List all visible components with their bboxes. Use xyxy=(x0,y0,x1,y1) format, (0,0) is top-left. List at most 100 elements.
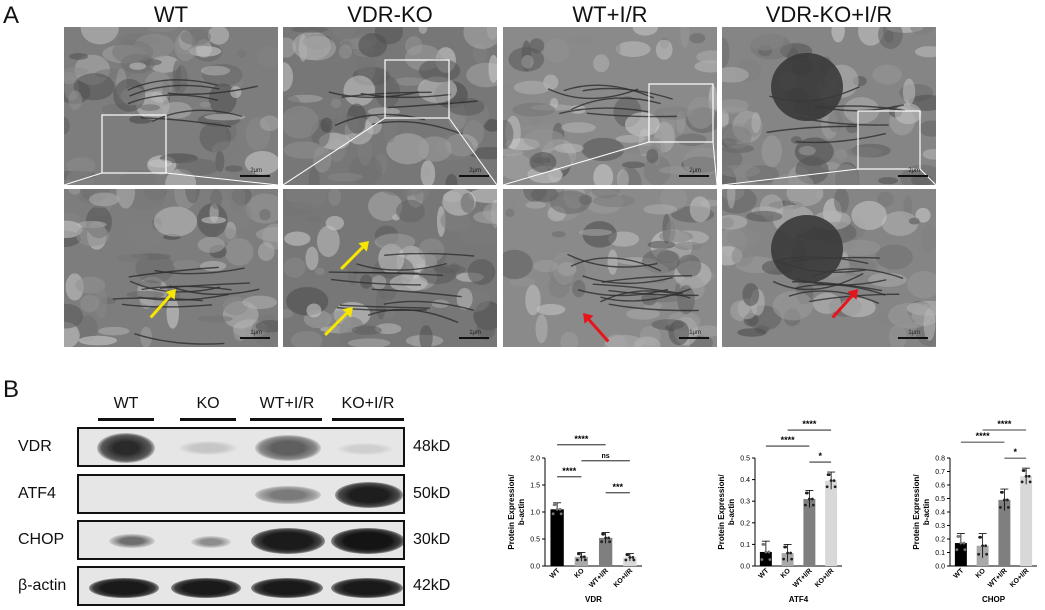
scale-bar xyxy=(240,175,270,177)
scale-bar-label: 1μm xyxy=(469,330,481,336)
x-tick-label: KO+I/R xyxy=(613,567,635,589)
em-micrograph: 1μm xyxy=(283,189,497,347)
data-point xyxy=(985,552,989,556)
em-title-vdr-ko: VDR-KO xyxy=(347,2,433,27)
bar xyxy=(1020,476,1033,566)
protein-label-chop: CHOP xyxy=(18,531,65,548)
significance-label: **** xyxy=(802,419,817,429)
y-tick-label: 0.2 xyxy=(935,537,945,544)
bar xyxy=(550,509,564,566)
significance-label: *** xyxy=(612,482,623,492)
data-point xyxy=(955,548,959,552)
y-tick-label: 1.5 xyxy=(530,483,540,490)
data-point xyxy=(810,497,814,501)
data-point xyxy=(761,543,765,546)
yellow-arrow-icon xyxy=(340,241,369,270)
y-tick-label: 0.5 xyxy=(530,537,540,544)
protein-label-vdr: VDR xyxy=(18,438,52,455)
size-label-chop: 30kD xyxy=(413,531,451,548)
data-point xyxy=(963,548,967,552)
data-point xyxy=(604,536,608,540)
data-point xyxy=(760,558,764,561)
data-point xyxy=(632,558,636,562)
chart-chop: 0.0 0.1 0.2 0.3 0.4 0.5 0.6 0.7 0.8 Protein Expre… xyxy=(912,419,1037,604)
red-arrow-icon xyxy=(831,289,858,319)
y-tick-label: 0.4 xyxy=(740,477,750,484)
scale-bar xyxy=(240,337,270,339)
band xyxy=(179,441,237,455)
significance-label: **** xyxy=(997,419,1012,429)
data-point xyxy=(600,540,604,544)
data-point xyxy=(786,551,790,555)
chart-vdr: 0.0 0.5 1.0 1.5 2.0 Protein Expression/b-acti… xyxy=(507,434,642,604)
band xyxy=(251,528,325,554)
y-tick-label: 0.8 xyxy=(935,456,945,463)
y-tick-label: 0.0 xyxy=(740,564,750,571)
blot-row-chop xyxy=(77,520,405,560)
data-point xyxy=(807,497,811,501)
yellow-arrow-icon xyxy=(149,289,176,319)
bar xyxy=(623,557,637,566)
data-point xyxy=(768,558,772,561)
data-point xyxy=(962,541,966,545)
x-tick-label: WT xyxy=(953,567,966,580)
significance-label: * xyxy=(818,451,822,461)
lane-label-ko-ir: KO+I/R xyxy=(341,395,395,412)
em-micrograph: 1μm xyxy=(64,189,278,347)
blot-row-b-actin xyxy=(77,566,405,606)
y-tick-label: 0.0 xyxy=(935,564,945,571)
em-title-wt-ir: WT+I/R xyxy=(572,2,648,27)
lane-underline xyxy=(250,418,322,421)
band xyxy=(337,443,393,455)
em-micrograph: 1μm xyxy=(722,189,936,347)
significance-label: * xyxy=(1013,447,1017,457)
band xyxy=(191,536,231,548)
data-point xyxy=(1027,474,1031,478)
data-point xyxy=(601,532,605,536)
data-point xyxy=(1028,480,1032,484)
scale-bar xyxy=(459,337,489,339)
em-micrograph: 2μm xyxy=(283,27,497,185)
data-point xyxy=(782,557,786,561)
data-point xyxy=(559,512,563,516)
panel-label-a: A xyxy=(3,2,20,29)
x-tick-label: KO+I/R xyxy=(1009,567,1031,589)
y-tick-label: 2.0 xyxy=(530,456,540,463)
scale-bar-label: 1μm xyxy=(908,330,920,336)
scale-bar-label: 2μm xyxy=(250,168,262,174)
significance-label: **** xyxy=(781,435,796,445)
data-point xyxy=(999,490,1003,494)
band xyxy=(89,578,159,598)
data-point xyxy=(576,552,580,556)
data-point xyxy=(551,512,555,516)
chart-title: VDR xyxy=(585,595,602,604)
size-label-atf4: 50kD xyxy=(413,485,451,502)
data-point xyxy=(579,555,583,559)
y-tick-label: 0.7 xyxy=(935,469,945,476)
band xyxy=(255,486,321,504)
data-point xyxy=(978,535,982,539)
data-point xyxy=(1005,498,1009,502)
y-tick-label: 0.5 xyxy=(935,496,945,503)
data-point xyxy=(789,551,793,555)
data-point xyxy=(607,536,611,540)
bar xyxy=(574,556,589,566)
data-point xyxy=(959,541,963,545)
blot-row-atf4 xyxy=(77,474,405,514)
chart-atf4: 0.0 0.1 0.2 0.3 0.4 0.5 Protein Expression/b-a… xyxy=(717,419,842,604)
scale-bar xyxy=(679,175,709,177)
lane-underline xyxy=(180,418,236,421)
band xyxy=(331,528,403,554)
size-label-b-actin: 42kD xyxy=(413,577,451,594)
x-tick-label: KO xyxy=(780,567,793,580)
data-point xyxy=(582,555,586,559)
data-point xyxy=(1021,469,1025,472)
scale-bar-label: 2μm xyxy=(908,168,920,174)
protein-label-atf4: ATF4 xyxy=(18,485,56,502)
em-micrograph: 2μm xyxy=(503,27,717,185)
x-tick-label: WT+I/R xyxy=(792,567,814,589)
band xyxy=(335,482,403,508)
em-micrograph: 1μm xyxy=(503,189,717,347)
em-title-wt: WT xyxy=(153,2,189,27)
data-point xyxy=(811,503,815,507)
